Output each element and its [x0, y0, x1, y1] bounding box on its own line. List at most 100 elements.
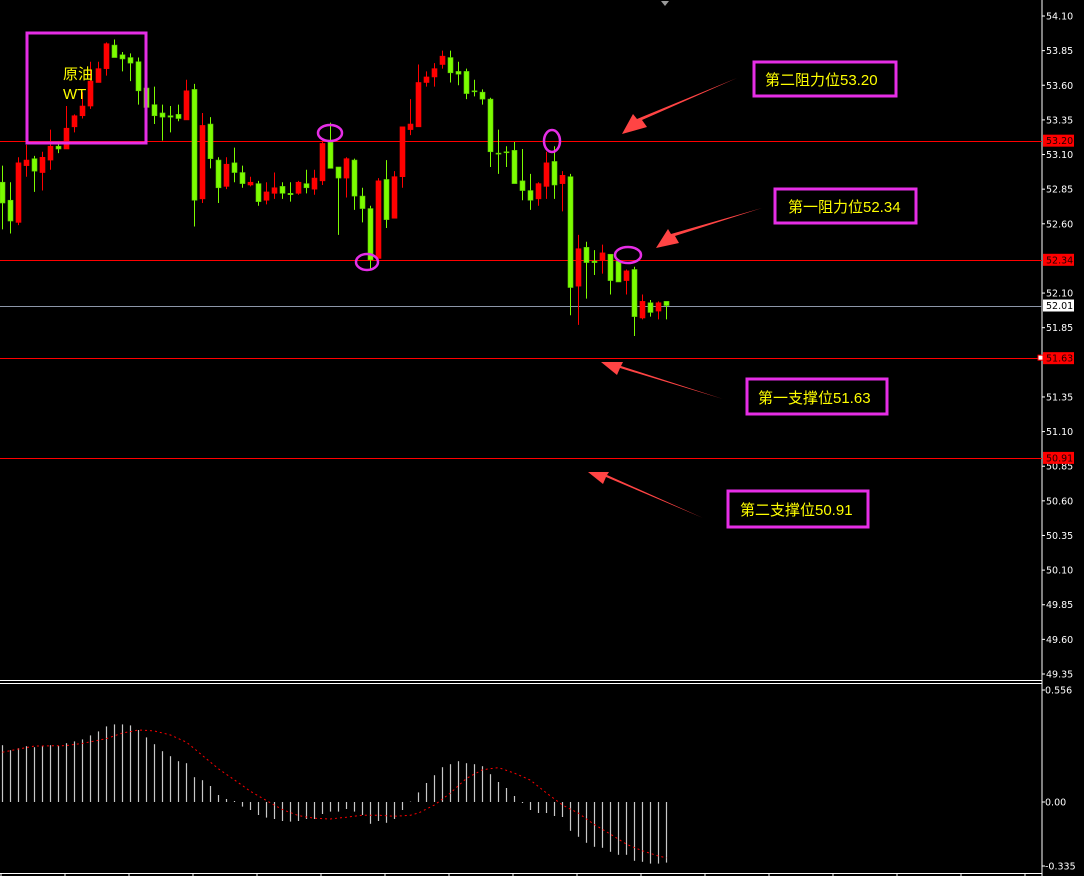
candle-body [359, 195, 366, 209]
candle-31 [247, 176, 254, 187]
candle-27 [215, 157, 222, 204]
macd-panel [1, 724, 668, 864]
arrow-icon [601, 362, 723, 399]
support-1-label: 第一支撑位51.63 [758, 389, 871, 407]
candle-body [647, 302, 654, 313]
candle-76 [607, 253, 614, 295]
price-tick-label: 51.10 [1046, 427, 1073, 438]
candle-body [23, 159, 30, 166]
price-tick-label: 49.60 [1046, 635, 1073, 646]
candle-body [351, 159, 358, 197]
chart-shift-marker-icon[interactable] [661, 1, 669, 6]
candle-body [183, 90, 190, 121]
candle-body [375, 180, 382, 259]
highlight-ellipse [542, 128, 562, 154]
candle-28 [223, 157, 230, 190]
candle-0 [0, 165, 6, 230]
candle-14 [111, 39, 118, 58]
candle-body [447, 57, 454, 74]
candle-83 [663, 301, 670, 320]
candle-body [511, 150, 518, 184]
candle-73 [583, 241, 590, 299]
candle-body [295, 181, 302, 194]
candle-body [575, 248, 582, 287]
candle-57 [455, 61, 462, 86]
support-2-label: 第二支撑位50.91 [740, 501, 853, 519]
candle-body [39, 156, 46, 173]
candle-body [167, 115, 174, 118]
macd-tick-label: 0.00 [1045, 798, 1066, 809]
candle-body [311, 177, 318, 190]
candle-body [455, 71, 462, 75]
candle-body [111, 44, 118, 58]
resistance-1-box [773, 187, 918, 225]
candle-26 [207, 117, 214, 169]
candle-21 [167, 106, 174, 133]
candle-80 [639, 294, 646, 320]
resistance-2-label: 第二阻力位53.20 [765, 71, 878, 89]
candle-body [135, 61, 142, 92]
candle-1 [7, 182, 14, 234]
candle-body [47, 145, 54, 161]
candle-body [119, 54, 126, 60]
candle-77 [615, 259, 622, 283]
price-tick-label: 52.10 [1046, 289, 1073, 300]
symbol-label-line2: WT [63, 86, 86, 103]
candle-body [79, 105, 86, 117]
candle-68 [543, 151, 550, 199]
candle-body [415, 82, 422, 128]
candle-67 [535, 182, 542, 206]
price-tick-label: 53.60 [1046, 81, 1073, 92]
candle-body [495, 152, 502, 155]
arrow-icon [656, 208, 762, 248]
price-tick-label: 50.35 [1046, 531, 1073, 542]
candle-13 [103, 42, 110, 76]
candle-29 [231, 147, 238, 183]
candle-body [95, 68, 102, 83]
candle-11 [87, 61, 94, 109]
candle-42 [335, 166, 342, 235]
support-2-box [726, 489, 870, 529]
level-price-label: 50.91 [1046, 453, 1073, 464]
price-tick-label: 53.10 [1046, 150, 1073, 161]
candle-47 [375, 178, 382, 259]
alert-marker-icon[interactable] [1037, 354, 1044, 361]
macd-tick-label: -0.335 [1045, 862, 1076, 873]
candle-body [343, 158, 350, 179]
candle-20 [159, 104, 166, 141]
price-tick-label: 51.35 [1046, 392, 1073, 403]
candle-65 [519, 148, 526, 201]
price-tick-label: 53.35 [1046, 115, 1073, 126]
candle-33 [263, 182, 270, 205]
symbol-box [25, 31, 148, 145]
candle-body [247, 181, 254, 186]
symbol-label-line1: 原油 [63, 66, 93, 83]
candle-body [551, 161, 558, 186]
arrow-icon [622, 78, 737, 134]
candle-35 [279, 182, 286, 199]
price-tick-label: 52.60 [1046, 219, 1073, 230]
candle-body [271, 187, 278, 194]
annotations: 原油 WT 第二阻力位53.20 第一阻力位52.34 第一支撑位51.63 第… [25, 31, 918, 529]
candle-body [623, 270, 630, 281]
candle-body [231, 162, 238, 173]
candle-50 [399, 126, 406, 188]
candle-55 [439, 50, 446, 69]
candle-62 [495, 129, 502, 174]
candle-body [303, 183, 310, 189]
candle-body [127, 57, 134, 64]
candle-body [319, 143, 326, 182]
candle-51 [407, 99, 414, 136]
level-price-label: 53.20 [1046, 136, 1073, 147]
candle-body [583, 247, 590, 263]
candle-body [367, 208, 374, 261]
candle-34 [271, 172, 278, 199]
candle-5 [39, 151, 46, 191]
candle-60 [479, 89, 486, 105]
candle-12 [95, 61, 102, 83]
candle-22 [175, 104, 182, 122]
candle-body [191, 89, 198, 201]
candle-46 [367, 205, 374, 270]
candle-body [631, 269, 638, 317]
